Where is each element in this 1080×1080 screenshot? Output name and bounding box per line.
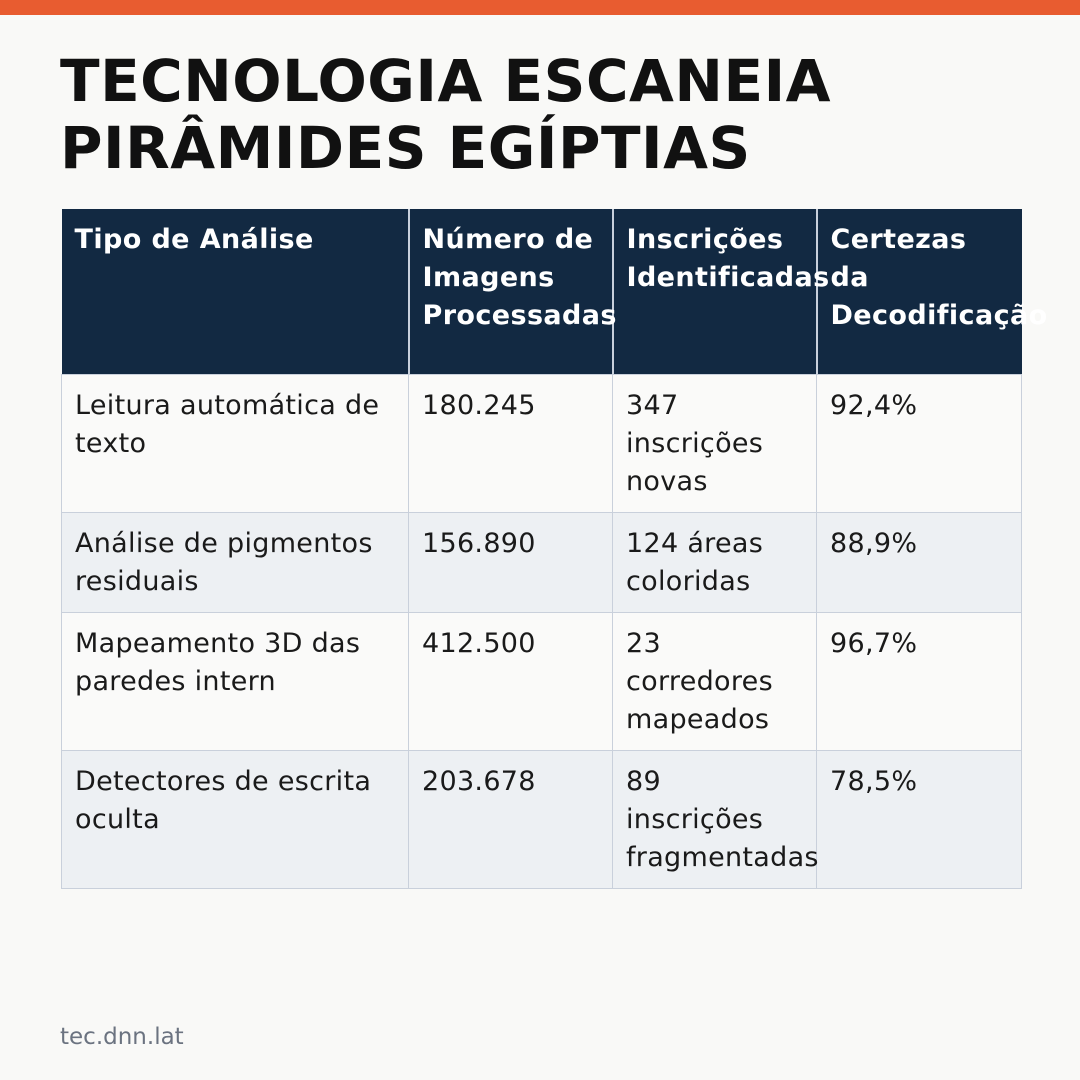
cell-certainty: 96,7%	[816, 611, 1022, 751]
cell-inscriptions: 89 inscrições fragmentadas	[612, 749, 819, 889]
table-header-row: Tipo de Análise Número de Imagens Proces…	[61, 209, 1047, 374]
cell-inscriptions: 347 inscrições novas	[612, 373, 817, 513]
header-decoding-certainty: Certezas da Decodificação	[815, 209, 1047, 374]
cell-analysis-type: Mapeamento 3D das paredes intern	[61, 611, 409, 751]
header-analysis-type: Tipo de Análise	[61, 209, 409, 374]
table-row: Detectores de escrita oculta 203.678 89 …	[61, 749, 1022, 889]
cell-inscriptions: 23 corredores mapeados	[612, 611, 817, 751]
cell-images-processed: 412.500	[408, 611, 613, 751]
site-url: tec.dnn.lat	[60, 1024, 184, 1050]
cell-images-processed: 203.678	[408, 749, 613, 889]
table-row: Leitura automática de texto 180.245 347 …	[61, 373, 1022, 513]
cell-certainty: 78,5%	[816, 749, 1022, 889]
table-row: Análise de pigmentos residuais 156.890 1…	[61, 511, 1022, 613]
cell-certainty: 88,9%	[816, 511, 1022, 613]
cell-analysis-type: Análise de pigmentos residuais	[61, 511, 409, 613]
cell-images-processed: 156.890	[408, 511, 613, 613]
cell-analysis-type: Detectores de escrita oculta	[61, 749, 409, 889]
analysis-table: Tipo de Análise Número de Imagens Proces…	[61, 209, 1047, 889]
header-inscriptions-identified: Inscrições Identificadas	[611, 209, 829, 374]
header-images-processed: Número de Imagens Processadas	[407, 209, 616, 374]
cell-images-processed: 180.245	[408, 373, 613, 513]
table-row: Mapeamento 3D das paredes intern 412.500…	[61, 611, 1022, 751]
cell-inscriptions: 124 áreas coloridas	[612, 511, 817, 613]
page-title: TECNOLOGIA ESCANEIA PIRÂMIDES EGÍPTIAS	[60, 47, 832, 182]
cell-analysis-type: Leitura automática de texto	[61, 373, 409, 513]
accent-top-bar	[0, 0, 1080, 15]
cell-certainty: 92,4%	[816, 373, 1022, 513]
